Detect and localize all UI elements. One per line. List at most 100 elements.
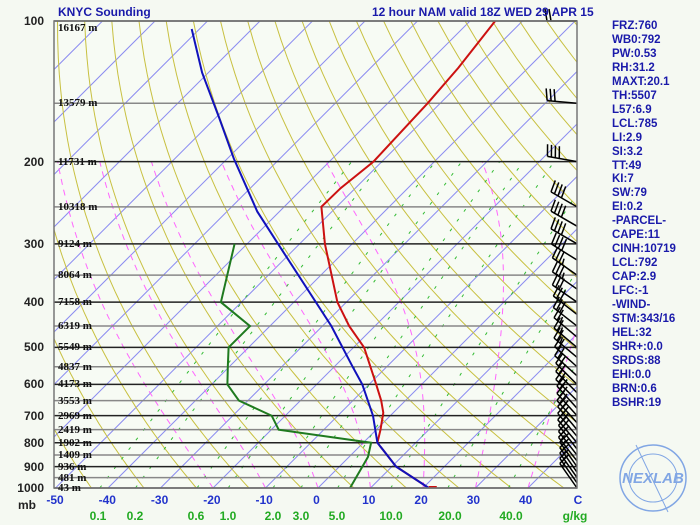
mixing-ratio-tick-label: 3.0	[292, 509, 310, 523]
height-label: 11731 m	[58, 155, 97, 168]
wind-barb-staff	[559, 441, 578, 468]
wind-barb-feather	[556, 390, 566, 401]
stat-item: EHI:0.0	[612, 368, 651, 381]
wind-barb-feather	[557, 396, 567, 408]
pressure-tick-label: 900	[23, 459, 44, 474]
wind-barb-feather	[555, 287, 563, 299]
mixing-ratio-tick-label: 0.1	[89, 509, 107, 523]
svg-text:NEXLAB: NEXLAB	[622, 470, 684, 487]
wind-barb-feather	[557, 410, 567, 421]
height-label: 7158 m	[58, 296, 92, 309]
mixing-ratio-tick-label: 20.0	[438, 509, 462, 523]
pressure-tick-label: 400	[23, 295, 44, 310]
temperature-tick-label: 40	[519, 493, 533, 507]
wind-barb-feather	[560, 205, 567, 218]
wind-barb-feather	[559, 433, 570, 443]
moist-adiabat-line	[220, 161, 371, 488]
temperature-tick-label: -30	[150, 493, 169, 507]
chart-title: KNYC Sounding	[58, 5, 151, 19]
height-label: 936 m	[58, 460, 87, 473]
wind-barb-feather	[553, 89, 556, 102]
wind-barb-feather	[558, 251, 565, 263]
wind-barb-feather	[551, 246, 559, 259]
isotherm-line	[54, 21, 208, 176]
wind-barb	[550, 199, 578, 227]
mixing-ratio-tick-label: 10.0	[379, 509, 403, 523]
height-label: 2419 m	[58, 423, 92, 436]
wind-barb-staff	[550, 228, 578, 245]
wind-barb-feather	[550, 199, 556, 212]
wind-barb	[550, 217, 578, 245]
pressure-tick-label: 300	[23, 236, 44, 251]
mixing-ratio-line	[337, 161, 555, 488]
wind-barb-feather	[557, 203, 563, 216]
temperature-tick-label: 0	[313, 493, 320, 507]
chart-subtitle: 12 hour NAM valid 18Z WED 29 APR 15	[372, 5, 594, 19]
stat-item: CINH:10719	[612, 243, 676, 256]
stat-item: TH:5507	[612, 89, 657, 102]
parcel-trace	[190, 28, 430, 488]
stat-item: LCL:785	[612, 117, 658, 130]
plot-background	[54, 21, 577, 488]
mixing-ratio-tick-label: 1.0	[219, 509, 237, 523]
temperature-tick-label: -10	[255, 493, 273, 507]
stat-item: PW:0.53	[612, 47, 657, 60]
wind-barb-feather	[550, 180, 556, 193]
wind-barb-feather	[553, 182, 560, 195]
mixing-ratio-line	[135, 161, 383, 488]
isotherm-line	[54, 21, 471, 438]
stat-item: LFC:-1	[612, 285, 649, 298]
stat-item: SW:79	[612, 187, 647, 200]
temperature-tick-label: 20	[414, 493, 428, 507]
wind-barb-feather	[561, 272, 565, 279]
wind-barb-feather	[553, 219, 560, 232]
wind-barb-feather	[548, 8, 552, 22]
wind-barb-feather	[557, 421, 568, 432]
wind-barb-feather	[550, 232, 557, 245]
wind-barb-feather	[561, 238, 568, 251]
stat-item: SHR+:0.0	[612, 340, 663, 353]
isotherm-line	[212, 123, 577, 488]
wind-barb-feather	[557, 403, 567, 414]
wind-barb-staff	[557, 424, 578, 450]
wind-barb-feather	[558, 265, 565, 277]
wind-barb-feather	[556, 376, 566, 387]
height-label: 3553 m	[58, 394, 92, 407]
isotherm-line	[54, 21, 418, 386]
stat-item: RH:31.2	[612, 61, 655, 74]
wind-barb-feather	[552, 296, 560, 308]
wind-barb-feather	[559, 337, 564, 344]
height-label: 2969 m	[58, 409, 92, 422]
stat-item: MAXT:20.1	[612, 75, 670, 88]
wind-barb-feather	[555, 361, 564, 372]
wind-barb-feather	[555, 298, 563, 311]
wind-barb-feather	[555, 248, 562, 261]
wind-barb	[551, 273, 578, 303]
height-label: 481 m	[58, 471, 87, 484]
temperature-tick-label: -50	[46, 493, 64, 507]
stat-item: LCL:792	[612, 257, 658, 270]
wind-barb-feather	[560, 186, 567, 199]
height-label: 4173 m	[58, 378, 92, 391]
wind-barb-feather	[560, 223, 567, 236]
pressure-tick-label: 100	[23, 14, 44, 28]
wind-barb-feather	[559, 316, 564, 324]
temperature-tick-label: -20	[203, 493, 221, 507]
wind-barb-feather	[557, 338, 565, 350]
stat-item: BRN:0.6	[612, 382, 657, 395]
pressure-tick-label: 500	[23, 340, 44, 355]
isotherm-line	[160, 70, 577, 488]
wind-barb-staff	[552, 306, 578, 327]
height-label: 1409 m	[58, 449, 92, 462]
wind-barb-feather	[561, 461, 567, 468]
isotherm-line	[475, 385, 577, 488]
wind-barb-feather	[559, 449, 570, 459]
moist-adiabat-line	[475, 161, 504, 488]
nexlab-logo: NEXLAB	[619, 444, 687, 513]
wind-barb-feather	[557, 236, 564, 249]
y-axis-unit-label: mb	[18, 498, 36, 512]
wind-barb-feather	[559, 289, 567, 302]
wind-barb-feather	[559, 454, 570, 464]
isotherm-line	[54, 21, 261, 228]
wind-barb-feather	[544, 8, 548, 22]
